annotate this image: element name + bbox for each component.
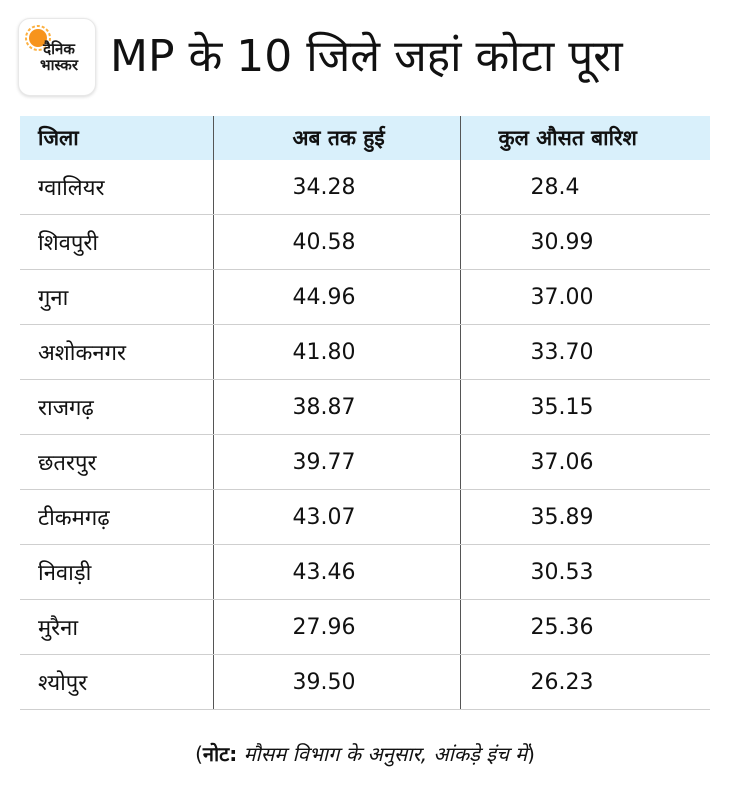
rain-so-far-cell: 39.50 [213,654,461,710]
district-cell: गुना [20,269,214,325]
average-rain-cell: 30.53 [460,544,710,600]
table-row: गुना 44.96 37.00 [20,269,710,325]
header: दैनिक भास्कर MP के 10 जिले जहां कोटा पूर… [18,18,718,98]
table-row: शिवपुरी 40.58 30.99 [20,214,710,270]
table-row: निवाड़ी 43.46 30.53 [20,544,710,600]
table-row: श्योपुर 39.50 26.23 [20,654,710,710]
average-rain-cell: 35.15 [460,379,710,435]
footnote-text: मौसम विभाग के अनुसार, आंकड़े इंच में [237,742,528,766]
table-row: ग्वालियर 34.28 28.4 [20,160,710,215]
district-cell: अशोकनगर [20,324,214,380]
rain-so-far-cell: 41.80 [213,324,461,380]
column-header-rain-so-far: अब तक हुई [213,116,461,160]
district-cell: टीकमगढ़ [20,489,214,545]
logo-text: दैनिक भास्कर [40,40,78,74]
district-cell: राजगढ़ [20,379,214,435]
footnote-open-paren: ( [195,742,203,766]
rain-so-far-cell: 34.28 [213,160,461,215]
district-cell: मुरैना [20,599,214,655]
average-rain-cell: 30.99 [460,214,710,270]
average-rain-cell: 35.89 [460,489,710,545]
table-header-row: जिला अब तक हुई कुल औसत बारिश [20,116,710,160]
rain-so-far-cell: 38.87 [213,379,461,435]
district-cell: शिवपुरी [20,214,214,270]
table-row: मुरैना 27.96 25.36 [20,599,710,655]
footnote: (नोट: मौसम विभाग के अनुसार, आंकड़े इंच म… [0,738,730,770]
column-header-district: जिला [20,116,214,160]
average-rain-cell: 33.70 [460,324,710,380]
table-row: अशोकनगर 41.80 33.70 [20,324,710,380]
rain-so-far-cell: 44.96 [213,269,461,325]
table-row: छतरपुर 39.77 37.06 [20,434,710,490]
column-header-average-rain: कुल औसत बारिश [460,116,710,160]
dainik-bhaskar-logo: दैनिक भास्कर [18,18,96,96]
average-rain-cell: 28.4 [460,160,710,215]
average-rain-cell: 37.06 [460,434,710,490]
table-row: राजगढ़ 38.87 35.15 [20,379,710,435]
rain-so-far-cell: 40.58 [213,214,461,270]
district-cell: छतरपुर [20,434,214,490]
district-cell: श्योपुर [20,654,214,710]
rain-so-far-cell: 43.46 [213,544,461,600]
average-rain-cell: 26.23 [460,654,710,710]
table-row: टीकमगढ़ 43.07 35.89 [20,489,710,545]
average-rain-cell: 37.00 [460,269,710,325]
sun-logo-icon [25,25,51,51]
page-title: MP के 10 जिले जहां कोटा पूरा [110,31,623,82]
rain-so-far-cell: 43.07 [213,489,461,545]
district-cell: निवाड़ी [20,544,214,600]
rain-so-far-cell: 27.96 [213,599,461,655]
footnote-label: नोट: [202,742,238,766]
rain-so-far-cell: 39.77 [213,434,461,490]
rainfall-table: जिला अब तक हुई कुल औसत बारिश ग्वालियर 34… [20,116,710,710]
district-cell: ग्वालियर [20,160,214,215]
average-rain-cell: 25.36 [460,599,710,655]
footnote-close-paren: ) [527,742,535,766]
